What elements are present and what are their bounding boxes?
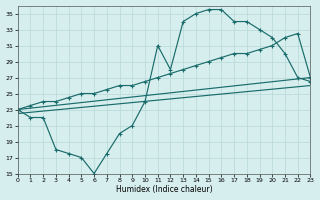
X-axis label: Humidex (Indice chaleur): Humidex (Indice chaleur) [116, 185, 212, 194]
